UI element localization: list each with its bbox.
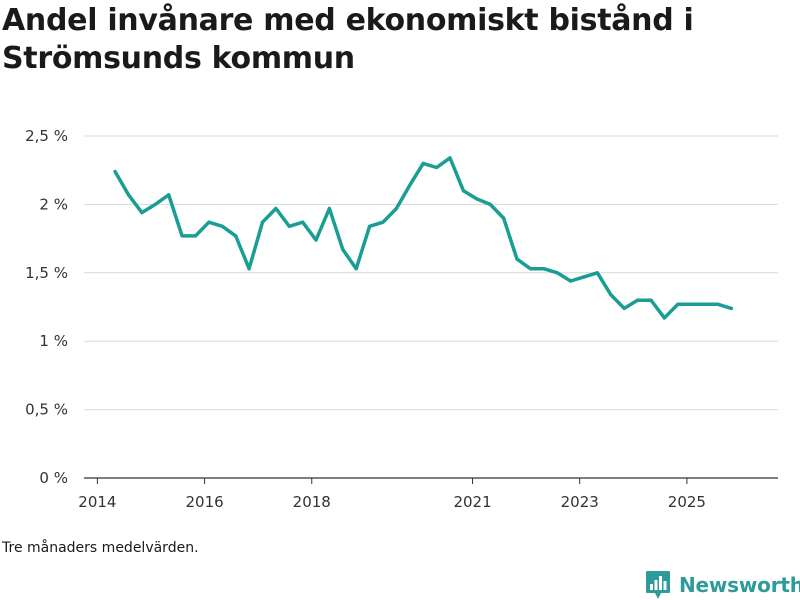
y-tick-label: 2,5 % xyxy=(25,127,68,145)
data-point[interactable] xyxy=(421,161,425,165)
data-point[interactable] xyxy=(635,298,640,302)
data-point[interactable] xyxy=(542,267,546,271)
x-tick-label: 2014 xyxy=(78,493,116,511)
data-point[interactable] xyxy=(435,165,439,170)
data-point[interactable] xyxy=(569,279,573,283)
data-point[interactable] xyxy=(394,206,399,211)
data-point[interactable] xyxy=(502,216,506,220)
data-point[interactable] xyxy=(368,224,372,228)
logo-text: Newsworthy xyxy=(679,573,800,597)
gridlines xyxy=(84,135,778,411)
y-tick-label: 1 % xyxy=(39,332,68,350)
data-point[interactable] xyxy=(314,238,318,242)
data-point[interactable] xyxy=(140,211,144,215)
data-point[interactable] xyxy=(622,306,626,310)
data-point[interactable] xyxy=(180,234,184,238)
data-point[interactable] xyxy=(207,220,211,224)
data-point[interactable] xyxy=(408,183,412,187)
data-point[interactable] xyxy=(381,220,385,224)
data-point[interactable] xyxy=(153,202,157,206)
x-tick-label: 2023 xyxy=(561,493,599,511)
data-point[interactable] xyxy=(287,224,291,228)
y-tick-label: 1,5 % xyxy=(25,264,68,282)
data-point[interactable] xyxy=(448,156,452,160)
data-point[interactable] xyxy=(354,267,358,271)
data-point[interactable] xyxy=(488,202,492,206)
bar-chart-badge-icon xyxy=(646,571,670,599)
x-tick-label: 2021 xyxy=(453,493,491,511)
chart-note: Tre månaders medelvärden. xyxy=(2,540,199,556)
y-axis-tick-labels: 0 % 0,5 % 1 % 1,5 % 2 % 2,5 % xyxy=(25,127,68,487)
data-point[interactable] xyxy=(702,302,707,306)
data-point[interactable] xyxy=(260,220,265,224)
data-point[interactable] xyxy=(301,220,305,224)
x-axis xyxy=(84,477,778,484)
data-point[interactable] xyxy=(555,271,559,275)
x-tick-label: 2018 xyxy=(293,493,331,511)
data-point[interactable] xyxy=(113,169,117,174)
data-point[interactable] xyxy=(475,197,479,201)
y-tick-label: 0 % xyxy=(39,469,68,487)
data-point[interactable] xyxy=(193,234,198,238)
line-chart: 0 % 0,5 % 1 % 1,5 % 2 % 2,5 % 2014 2016 2018 202… xyxy=(25,127,778,511)
x-tick-label: 2016 xyxy=(185,493,223,511)
data-point[interactable] xyxy=(528,267,533,271)
y-tick-label: 0,5 % xyxy=(25,401,68,419)
data-point[interactable] xyxy=(595,271,599,275)
data-point[interactable] xyxy=(234,234,238,238)
data-point[interactable] xyxy=(220,224,224,228)
data-point[interactable] xyxy=(274,206,278,211)
chart-title: Andel invånare med ekonomiskt bistånd i … xyxy=(2,3,694,76)
data-point[interactable] xyxy=(716,302,720,306)
newsworthy-logo[interactable]: Newsworthy xyxy=(645,570,800,600)
data-point[interactable] xyxy=(167,193,171,197)
series-layer xyxy=(113,156,734,320)
data-point[interactable] xyxy=(689,302,693,306)
data-point[interactable] xyxy=(247,267,251,271)
data-point[interactable] xyxy=(676,302,680,306)
data-point[interactable] xyxy=(126,193,131,197)
data-point[interactable] xyxy=(609,293,613,297)
data-point[interactable] xyxy=(341,247,345,252)
data-point[interactable] xyxy=(662,316,666,320)
data-point[interactable] xyxy=(582,275,586,279)
y-tick-label: 2 % xyxy=(39,195,68,213)
data-point[interactable] xyxy=(327,206,332,211)
data-point[interactable] xyxy=(729,306,733,310)
series-line-0 xyxy=(113,156,734,320)
data-point[interactable] xyxy=(649,298,653,302)
x-tick-label: 2025 xyxy=(668,493,706,511)
data-point[interactable] xyxy=(461,189,466,193)
x-axis-tick-labels: 2014 2016 2018 2021 2023 2025 xyxy=(78,493,706,511)
data-point[interactable] xyxy=(515,257,519,261)
